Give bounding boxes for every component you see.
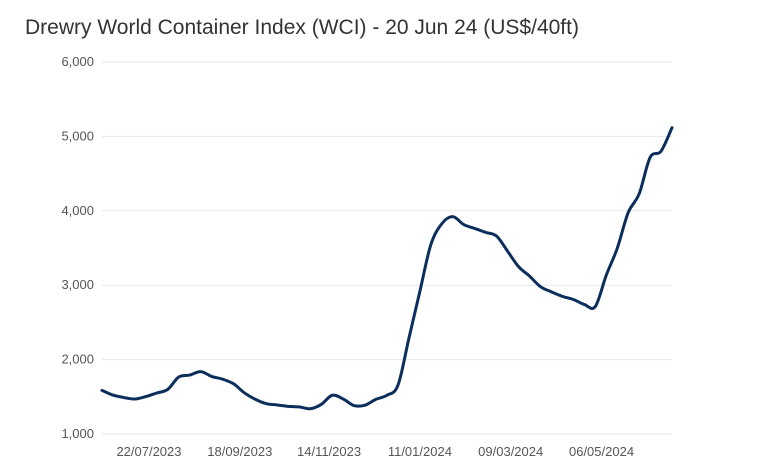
x-axis-ticks: 22/07/2023 18/09/2023 14/11/2023 11/01/2024… — [116, 444, 634, 459]
series-line — [100, 126, 674, 411]
y-tick-label: 3,000 — [61, 277, 94, 292]
y-tick-label: 6,000 — [61, 54, 94, 69]
x-tick-label: 11/01/2024 — [388, 444, 452, 459]
y-tick-label: 4,000 — [61, 203, 94, 218]
x-tick-label: 14/11/2023 — [297, 444, 361, 459]
y-axis-ticks: 1,000 2,000 3,000 4,000 5,000 6,000 — [61, 54, 94, 441]
x-tick-label: 06/05/2024 — [569, 444, 634, 459]
x-tick-label: 22/07/2023 — [116, 444, 181, 459]
x-tick-label: 09/03/2024 — [478, 444, 543, 459]
y-tick-label: 5,000 — [61, 128, 94, 143]
y-tick-label: 1,000 — [61, 426, 94, 441]
gridlines — [102, 61, 672, 435]
series-layer — [100, 126, 674, 411]
x-tick-label: 18/09/2023 — [207, 444, 272, 459]
chart-title: Drewry World Container Index (WCI) - 20 … — [25, 16, 579, 39]
y-tick-label: 2,000 — [61, 352, 94, 367]
